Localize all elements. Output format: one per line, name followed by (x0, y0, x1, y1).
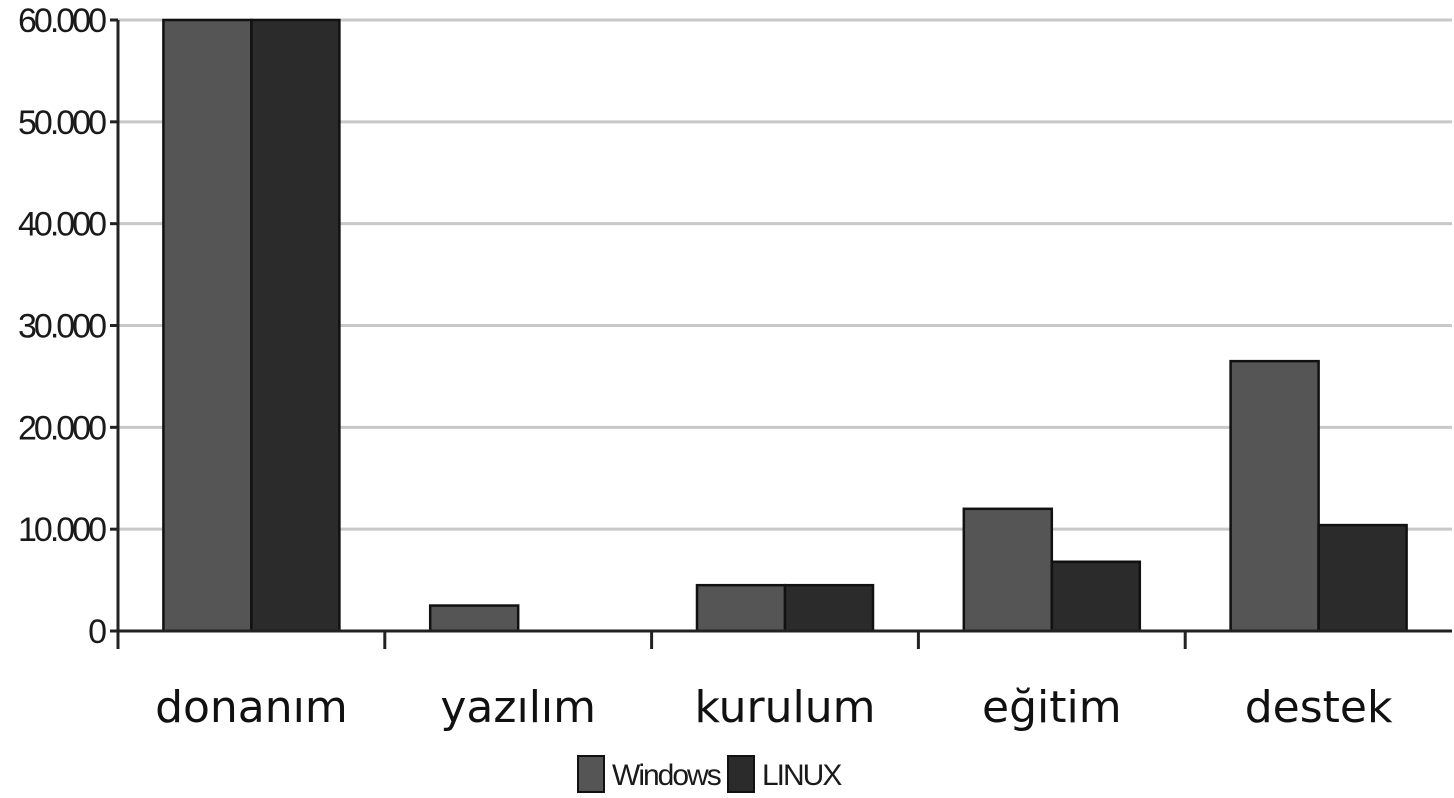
y-tick-label: 50.000 (18, 104, 106, 142)
y-tick-labels: 0 10.000 20.000 30.000 40.000 50.000 60.000 (18, 2, 109, 651)
y-tick-label: 20.000 (18, 409, 106, 447)
bar-linux-1 (250, 18, 341, 633)
legend-swatch-linux (727, 755, 755, 793)
bar-windows-1 (162, 18, 253, 633)
bar-linux-5 (1317, 523, 1408, 633)
bar-linux-3 (783, 583, 875, 633)
legend: Windows LINUX (577, 755, 844, 793)
legend-swatch-windows (577, 755, 605, 793)
bar-windows-2 (428, 604, 520, 633)
x-tick-labels: donanım yazılım kurulum eğitim destek (155, 682, 1393, 733)
bar-windows-5 (1229, 359, 1320, 633)
x-tick-label: eğitim (982, 682, 1122, 733)
x-tick-label: destek (1245, 682, 1393, 733)
legend-label-windows: Windows (612, 759, 721, 792)
x-tick-label: donanım (155, 682, 348, 733)
bar-windows-4 (962, 507, 1054, 633)
y-tick-label: 0 (88, 613, 106, 651)
y-tick-label: 40.000 (18, 206, 106, 244)
y-tick-label: 60.000 (18, 2, 106, 40)
x-tick-label: yazılım (440, 682, 596, 733)
bar-linux-4 (1050, 560, 1142, 633)
x-tick-label: kurulum (695, 682, 876, 733)
legend-label-linux: LINUX (762, 759, 842, 792)
y-tick-label: 30.000 (18, 308, 106, 346)
bars (162, 18, 1408, 633)
axes (110, 18, 1452, 649)
y-tick-label: 10.000 (18, 511, 106, 549)
bar-windows-3 (695, 583, 787, 633)
